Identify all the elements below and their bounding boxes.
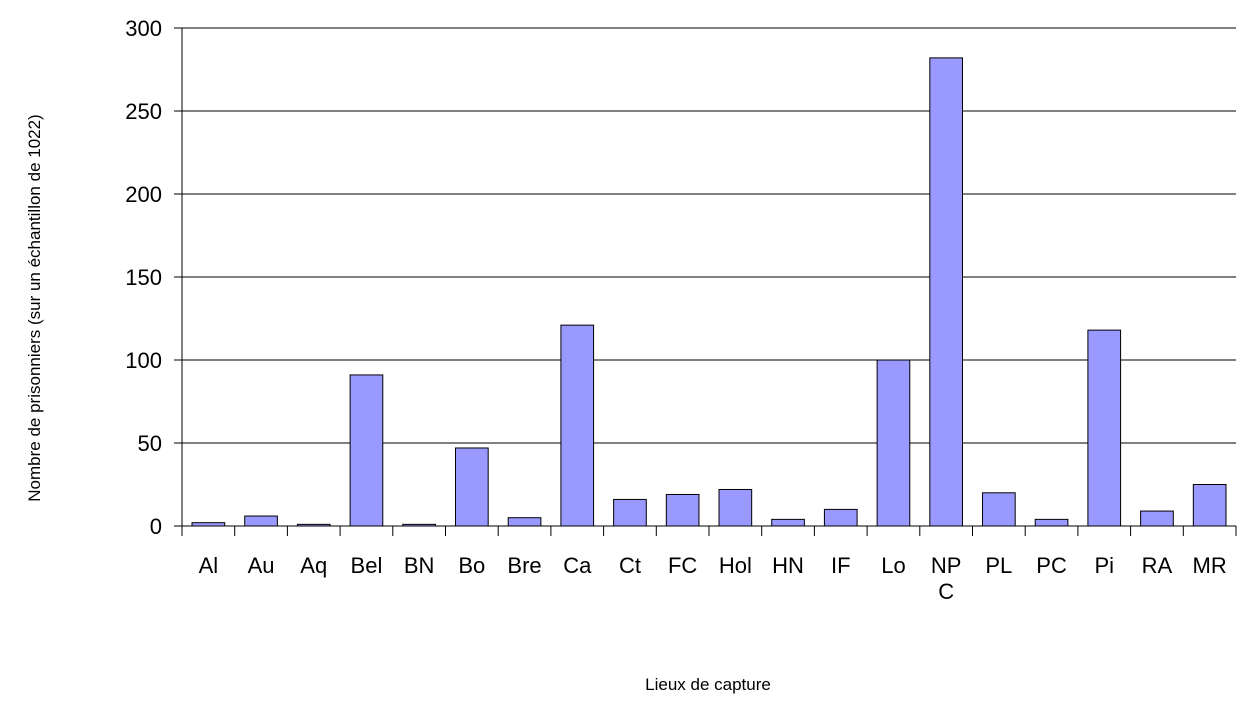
x-tick-label: FC: [668, 553, 697, 578]
bar: [1140, 510, 1174, 527]
bar: [455, 447, 489, 527]
x-tick-label: Pi: [1094, 553, 1114, 578]
x-tick-label: Hol: [719, 553, 752, 578]
bar: [718, 488, 753, 527]
x-tick-label: Au: [248, 553, 275, 578]
x-tick-label: HN: [772, 553, 804, 578]
y-tick-label: 200: [125, 182, 162, 207]
bar: [244, 515, 278, 527]
bar: [507, 517, 542, 527]
bar: [560, 324, 595, 527]
x-tick-label: BN: [404, 553, 435, 578]
bar: [1034, 518, 1069, 527]
x-tick-label: Lo: [881, 553, 905, 578]
bar: [876, 359, 911, 527]
bar: [1192, 484, 1227, 527]
x-tick-label: PL: [985, 553, 1012, 578]
x-tick-label: Bre: [507, 553, 541, 578]
bar: [1087, 329, 1122, 527]
x-tick-label: Ca: [563, 553, 592, 578]
x-tick-label: MR: [1193, 553, 1227, 578]
bar: [823, 508, 858, 527]
x-tick-label: Aq: [300, 553, 327, 578]
y-tick-label: 100: [125, 348, 162, 373]
y-tick-label: 150: [125, 265, 162, 290]
x-tick-label: NP C: [931, 553, 962, 604]
bar: [771, 518, 805, 527]
bar: [982, 492, 1016, 527]
x-tick-label: PC: [1036, 553, 1067, 578]
y-tick-labels: 0 50 100 150 200 250 300: [125, 16, 162, 539]
y-tick-label: 0: [150, 514, 162, 539]
x-tick-label: RA: [1142, 553, 1173, 578]
y-tick-label: 250: [125, 99, 162, 124]
bar: [613, 498, 647, 527]
bar: [349, 374, 384, 527]
y-tick-label: 50: [138, 431, 162, 456]
gridlines: [182, 27, 1236, 444]
y-axis-label: Nombre de prisonniers (sur un échantillo…: [25, 114, 44, 501]
bar: [929, 57, 963, 527]
bar: [665, 493, 700, 527]
x-tick-label: IF: [831, 553, 851, 578]
x-tick-label: Ct: [619, 553, 641, 578]
axes: [174, 27, 1237, 536]
x-tick-label: Al: [199, 553, 219, 578]
x-tick-label: Bo: [458, 553, 485, 578]
y-tick-label: 300: [125, 16, 162, 41]
bars: [191, 57, 1227, 527]
x-tick-label: Bel: [351, 553, 383, 578]
x-tick-labels: Al Au Aq Bel BN Bo Bre Ca Ct FC Hol HN IF Lo NP C PL PC Pi…: [199, 553, 1227, 604]
x-axis-label: Lieux de capture: [645, 675, 771, 694]
